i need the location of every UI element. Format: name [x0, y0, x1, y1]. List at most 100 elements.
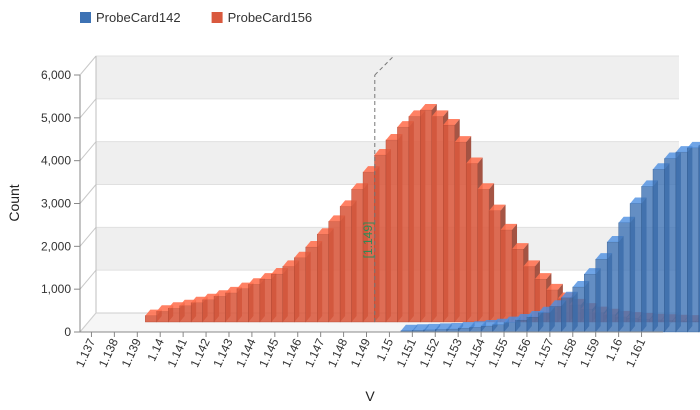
- y-axis: 0 1,000 2,000 3,000 4,000 5,000 6,000: [41, 68, 81, 339]
- bar-front-face: [145, 315, 157, 323]
- bar-front-face: [549, 306, 562, 333]
- bar-front-face: [259, 278, 272, 323]
- bar-front-face: [420, 109, 432, 323]
- x-tick-label: 1.154: [462, 336, 488, 369]
- bar-front-face: [213, 296, 226, 323]
- x-tick-label: 1.144: [233, 336, 259, 369]
- bar-front-face: [339, 206, 352, 323]
- bar-front-face: [328, 221, 341, 323]
- bar-top-face: [423, 323, 441, 330]
- bar-front-face: [503, 322, 516, 333]
- gridline-depth: [79, 227, 97, 247]
- bar-top-face: [466, 157, 483, 164]
- x-tick-label: 1.157: [531, 336, 557, 369]
- bar-front-face: [477, 189, 490, 323]
- y-tick-label: 1,000: [41, 282, 71, 296]
- bar-front-face: [618, 222, 631, 333]
- legend-label: ProbeCard142: [96, 10, 181, 25]
- x-tick-label: 1.142: [187, 336, 213, 369]
- bar-front-face: [168, 308, 180, 323]
- bar-front-face: [374, 154, 387, 323]
- bar-front-face: [595, 258, 608, 333]
- bar-front-face: [225, 292, 238, 323]
- bar-front-face: [179, 305, 192, 323]
- x-tick-label: 1.151: [394, 336, 420, 369]
- bar-top-face: [431, 110, 449, 117]
- bar-front-face: [561, 297, 573, 333]
- gridline-depth: [79, 55, 97, 76]
- bar-front-face: [397, 126, 410, 323]
- legend-label: ProbeCard156: [228, 10, 313, 25]
- x-tick-label: 1.137: [73, 336, 99, 369]
- bar-top-face: [687, 141, 700, 148]
- y-tick-label: 0: [64, 325, 71, 339]
- bar-front-face: [457, 327, 470, 333]
- bar-front-face: [572, 286, 585, 333]
- x-tick-label: 1.138: [96, 336, 122, 369]
- bar-top-face: [500, 223, 518, 230]
- x-axis-title: V: [365, 388, 375, 404]
- bar-top-face: [489, 204, 506, 211]
- bar-front-face: [698, 145, 700, 333]
- bar-front-face: [317, 233, 329, 323]
- x-tick-label: 1.155: [485, 336, 511, 369]
- x-tick-label: 1.147: [302, 336, 328, 369]
- bar-front-face: [282, 266, 295, 323]
- y-tick-label: 6,000: [41, 68, 71, 82]
- gridline-depth: [79, 141, 97, 161]
- bar-top-face: [534, 273, 552, 280]
- bar-front-face: [538, 312, 551, 333]
- gridline-depth: [79, 269, 97, 290]
- x-tick-label: 1.146: [279, 336, 305, 369]
- bar-front-face: [675, 151, 688, 333]
- x-tick-label: 1.152: [417, 336, 443, 369]
- x-tick-label: 1.14: [144, 336, 167, 363]
- bar-front-face: [492, 324, 505, 333]
- legend-swatch: [211, 12, 223, 23]
- bar-front-face: [652, 169, 665, 333]
- marker-line: [1.149]: [361, 56, 394, 322]
- x-tick-label: 1.15: [374, 336, 397, 363]
- bar-front-face: [202, 299, 215, 323]
- legend-item: ProbeCard142: [80, 10, 181, 25]
- bar-top-face: [400, 324, 418, 331]
- grid-band: [96, 56, 679, 99]
- bar-front-face: [641, 186, 654, 333]
- bar-front-face: [248, 284, 261, 323]
- bar-front-face: [190, 302, 203, 323]
- bar-top-face: [477, 183, 495, 190]
- bar-front-face: [469, 327, 482, 333]
- x-tick-label: 1.139: [119, 336, 145, 369]
- gridline-depth: [79, 98, 97, 119]
- histogram-bar: [687, 141, 700, 333]
- bar-front-face: [480, 325, 493, 333]
- x-tick-label: 1.161: [623, 336, 649, 369]
- x-tick-label: 1.156: [508, 336, 534, 369]
- y-tick-label: 2,000: [41, 239, 71, 253]
- y-tick-label: 5,000: [41, 111, 71, 125]
- bar-top-face: [523, 260, 540, 267]
- bar-front-face: [511, 248, 524, 323]
- marker-label: [1.149]: [361, 222, 375, 259]
- bar-front-face: [488, 210, 501, 323]
- bar-top-face: [443, 118, 460, 125]
- gridline-depth: [79, 184, 97, 204]
- bar-top-face: [454, 136, 472, 143]
- bar-front-face: [271, 273, 284, 323]
- x-tick-label: 1.158: [554, 336, 580, 369]
- x-tick-label: 1.16: [603, 336, 626, 363]
- bar-front-face: [454, 141, 467, 323]
- bar-front-face: [526, 316, 539, 333]
- series-probecard142: [400, 141, 700, 333]
- legend-item: ProbeCard156: [211, 10, 313, 25]
- bar-front-face: [500, 229, 513, 323]
- bar-front-face: [687, 147, 700, 333]
- legend: ProbeCard142 ProbeCard156: [80, 10, 312, 25]
- x-tick-label: 1.149: [348, 336, 374, 369]
- bar-front-face: [443, 124, 455, 323]
- bar-top-face: [435, 323, 452, 330]
- bar-front-face: [629, 203, 642, 333]
